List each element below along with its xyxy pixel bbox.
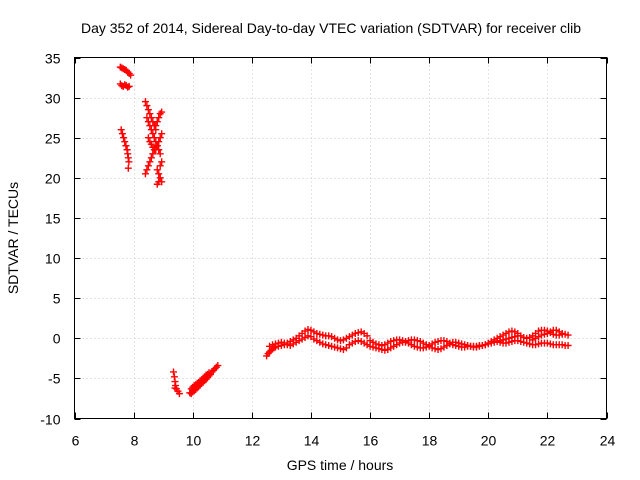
x-tick-label: 6 xyxy=(72,433,80,449)
data-point xyxy=(205,369,213,377)
y-tick-label: 30 xyxy=(45,91,61,107)
data-point xyxy=(204,370,211,378)
data-point xyxy=(125,82,133,90)
data-point xyxy=(127,71,135,79)
data-point xyxy=(212,363,220,371)
data-point xyxy=(149,130,157,138)
data-point xyxy=(155,178,163,186)
data-point xyxy=(152,122,160,130)
data-point xyxy=(122,142,130,150)
data-point xyxy=(270,344,278,352)
x-tick-label: 8 xyxy=(131,433,139,449)
data-point xyxy=(146,158,154,166)
data-point xyxy=(121,138,129,146)
data-point xyxy=(170,368,178,376)
data-point xyxy=(146,122,154,130)
data-point xyxy=(149,150,157,158)
data-point xyxy=(117,126,125,134)
y-tick-label: 35 xyxy=(45,51,61,67)
data-point xyxy=(147,154,155,162)
data-point xyxy=(153,142,161,150)
data-point xyxy=(564,331,572,339)
data-point xyxy=(158,130,166,138)
data-point xyxy=(120,134,128,142)
data-point xyxy=(144,162,152,170)
data-point xyxy=(152,146,160,154)
y-tick-label: 25 xyxy=(45,131,61,147)
y-tick-label: 5 xyxy=(53,291,61,307)
grid xyxy=(74,57,607,419)
x-tick-label: 14 xyxy=(304,433,320,449)
y-tick-label: 15 xyxy=(45,211,61,227)
data-point xyxy=(156,174,164,182)
x-tick-label: 12 xyxy=(245,433,261,449)
data-point xyxy=(156,134,164,142)
data-point xyxy=(125,158,133,166)
data-point xyxy=(156,162,164,170)
data-point xyxy=(564,341,572,349)
chart-title: Day 352 of 2014, Sidereal Day-to-day VTE… xyxy=(81,20,581,36)
data-point xyxy=(214,362,222,370)
x-tick-label: 18 xyxy=(422,433,438,449)
data-series xyxy=(116,63,572,398)
x-tick-label: 16 xyxy=(363,433,379,449)
data-point xyxy=(171,384,179,392)
data-point xyxy=(158,108,166,116)
data-point xyxy=(141,170,149,178)
data-point xyxy=(143,102,151,110)
data-point xyxy=(363,332,371,340)
data-point xyxy=(124,164,132,172)
data-point xyxy=(146,110,154,118)
data-point xyxy=(156,150,164,158)
data-point xyxy=(155,138,163,146)
data-point xyxy=(118,130,126,138)
data-point xyxy=(175,390,183,398)
y-axis-label: SDTVAR / TECUs xyxy=(5,182,21,294)
data-point xyxy=(141,98,149,106)
data-point xyxy=(144,118,152,126)
y-tick-label: -5 xyxy=(48,371,61,387)
plot-frame xyxy=(74,57,607,419)
x-tick-label: 22 xyxy=(540,433,556,449)
data-point xyxy=(155,170,163,178)
data-point xyxy=(153,118,161,126)
data-point xyxy=(150,134,158,142)
y-tick-label: 0 xyxy=(53,331,61,347)
data-point xyxy=(144,106,152,114)
data-point xyxy=(143,166,151,174)
data-point xyxy=(558,329,566,337)
data-point xyxy=(153,166,161,174)
y-tick-label: 20 xyxy=(45,171,61,187)
data-point xyxy=(158,158,166,166)
data-point xyxy=(147,140,155,148)
data-point xyxy=(124,83,132,91)
axes: 6 8 10 12 14 16 18 20 22 24 -10 -5 0 5 10 15 20 25 30 35 xyxy=(40,51,615,449)
x-tick-label: 20 xyxy=(481,433,497,449)
data-point xyxy=(125,70,133,78)
x-tick-label: 10 xyxy=(186,433,202,449)
data-point xyxy=(147,126,155,134)
y-tick-label: 10 xyxy=(45,251,61,267)
x-tick-label: 24 xyxy=(600,433,616,449)
data-point xyxy=(156,110,164,118)
data-point xyxy=(155,114,163,122)
x-axis-label: GPS time / hours xyxy=(287,457,394,473)
data-point xyxy=(143,114,151,122)
y-tick-label: -10 xyxy=(40,412,60,428)
data-point xyxy=(144,134,152,142)
